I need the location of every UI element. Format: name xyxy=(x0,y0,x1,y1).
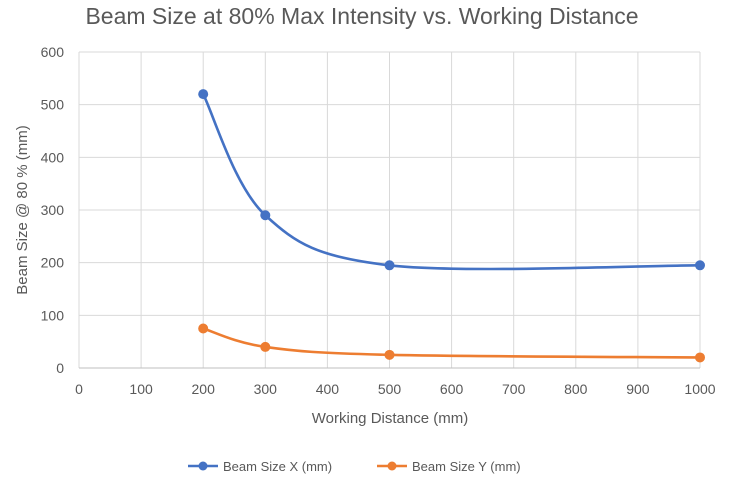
x-tick-label: 700 xyxy=(502,381,526,397)
series-layer xyxy=(198,89,705,363)
chart-title: Beam Size at 80% Max Intensity vs. Worki… xyxy=(85,3,638,29)
x-tick-label: 0 xyxy=(75,381,83,397)
y-tick-label: 400 xyxy=(41,149,65,165)
y-axis-label: Beam Size @ 80 % (mm) xyxy=(14,125,31,294)
y-tick-label: 200 xyxy=(41,255,65,271)
data-point xyxy=(260,210,271,221)
legend: Beam Size X (mm) Beam Size Y (mm) xyxy=(188,459,521,474)
x-tick-label: 400 xyxy=(316,381,340,397)
y-tick-label: 0 xyxy=(56,360,64,376)
y-tick-label: 600 xyxy=(41,44,65,60)
data-point xyxy=(260,341,271,352)
data-point xyxy=(384,260,395,271)
x-axis-label: Working Distance (mm) xyxy=(312,410,468,427)
data-point xyxy=(198,323,209,334)
x-tick-label: 800 xyxy=(564,381,588,397)
x-tick-label: 1000 xyxy=(684,381,715,397)
gridlines xyxy=(78,51,701,369)
data-point xyxy=(695,352,705,363)
x-tick-label: 100 xyxy=(129,381,153,397)
legend-marker xyxy=(387,461,397,471)
data-point xyxy=(695,260,705,271)
x-tick-label: 500 xyxy=(378,381,402,397)
legend-label: Beam Size X (mm) xyxy=(223,459,332,474)
x-tick-label: 600 xyxy=(440,381,464,397)
series-line xyxy=(202,93,701,271)
x-tick-label: 900 xyxy=(626,381,650,397)
data-point xyxy=(198,89,209,100)
legend-label: Beam Size Y (mm) xyxy=(412,459,521,474)
series-x xyxy=(198,89,705,271)
series-line xyxy=(202,327,701,359)
series-y xyxy=(198,323,705,363)
y-tick-label: 100 xyxy=(41,307,65,323)
data-point xyxy=(384,349,395,360)
tick-labels: 0 100 200 300 400 500 600 700 800 900 1000 0 100 200 3… xyxy=(41,44,716,397)
x-tick-label: 200 xyxy=(192,381,216,397)
x-tick-label: 300 xyxy=(254,381,278,397)
y-tick-label: 500 xyxy=(41,97,65,113)
y-tick-label: 300 xyxy=(41,202,65,218)
legend-marker xyxy=(198,461,208,471)
